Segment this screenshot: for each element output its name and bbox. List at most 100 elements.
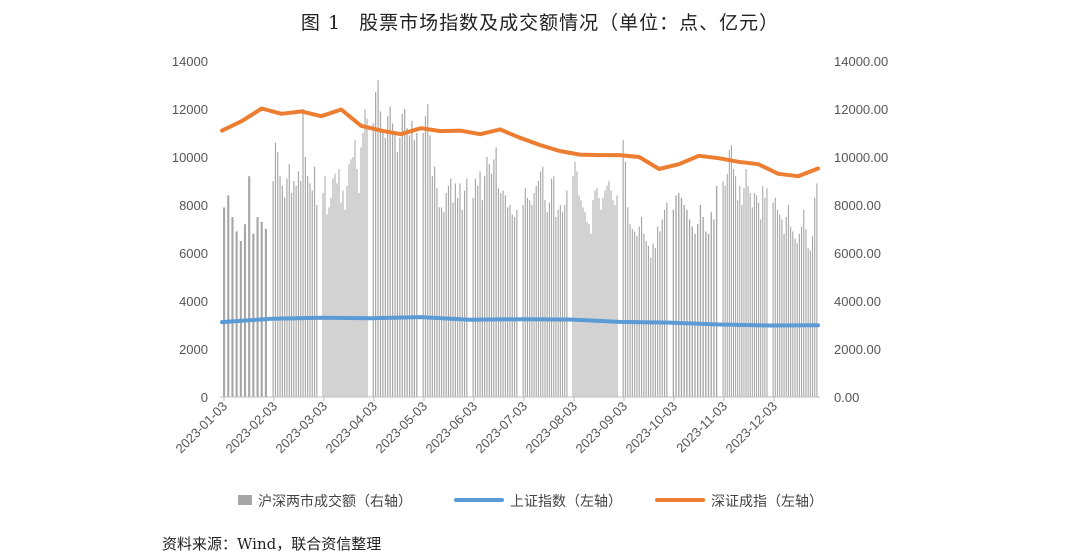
volume-bar <box>326 214 328 397</box>
volume-bar <box>223 207 226 397</box>
volume-bar <box>559 205 561 397</box>
left-axis-tick-label: 12000 <box>172 102 208 117</box>
volume-bar <box>816 183 818 397</box>
x-axis-tick-label: 2023-06-03 <box>422 399 480 457</box>
volume-bar <box>572 176 574 397</box>
volume-bar <box>479 171 481 397</box>
volume-bar <box>286 178 288 397</box>
volume-bar <box>753 193 755 397</box>
right-axis-tick-label: 14000.00 <box>834 54 888 69</box>
volume-bar <box>290 193 293 397</box>
volume-bar <box>427 104 429 397</box>
volume-bar <box>300 181 302 397</box>
volume-bar <box>697 224 699 397</box>
volume-bar <box>636 236 638 397</box>
volume-bar <box>509 205 511 397</box>
volume-bar <box>779 214 781 397</box>
volume-bar <box>422 133 424 397</box>
volume-bar <box>743 188 745 397</box>
volume-bar <box>739 185 741 397</box>
volume-bar <box>490 173 493 397</box>
volume-bar <box>416 133 418 397</box>
volume-bar <box>574 161 576 397</box>
volume-bar <box>340 202 342 397</box>
volume-bar <box>796 243 798 397</box>
volume-bar <box>726 173 728 397</box>
volume-bar <box>787 205 789 397</box>
volume-bar <box>751 207 753 397</box>
volume-bar <box>440 207 443 397</box>
volume-bar <box>324 176 326 397</box>
volume-bar <box>672 209 675 397</box>
volume-bar <box>511 214 513 397</box>
volume-bar <box>675 195 677 397</box>
volume-bar <box>297 171 300 397</box>
left-axis-tick-label: 8000 <box>179 198 208 213</box>
volume-bar <box>243 224 247 397</box>
volume-bar <box>645 241 647 397</box>
volume-bar <box>596 188 598 397</box>
x-axis-tick-label: 2023-07-03 <box>472 399 530 457</box>
index-lines <box>220 106 820 328</box>
volume-bar <box>348 164 350 397</box>
volume-bar <box>466 178 468 397</box>
volume-bar <box>663 209 666 397</box>
legend-volume-swatch <box>238 495 252 505</box>
volume-bar <box>540 171 542 397</box>
x-axis-tick-label: 2023-05-03 <box>372 399 430 457</box>
volume-bar <box>336 183 338 397</box>
volume-bar <box>627 207 629 397</box>
right-axis-tick-label: 4000.00 <box>834 294 881 309</box>
volume-bar <box>774 197 776 397</box>
volume-bar <box>598 197 600 397</box>
volume-bar <box>526 197 529 397</box>
volume-bar <box>497 188 500 397</box>
volume-bar <box>406 128 408 397</box>
x-axis-tick-label: 2023-09-03 <box>572 399 630 457</box>
volume-bar <box>277 152 279 397</box>
volume-bar <box>594 190 596 397</box>
volume-bar <box>758 202 760 397</box>
volume-bar <box>447 185 450 397</box>
volume-bar <box>578 195 580 397</box>
volume-bar <box>612 200 614 397</box>
volume-bar <box>650 257 652 397</box>
volume-bar <box>377 80 379 397</box>
volume-bar <box>699 205 702 397</box>
volume-bar <box>366 118 368 397</box>
volume-bar <box>790 226 792 397</box>
volume-bar <box>803 209 805 397</box>
legend-shanghai-label: 上证指数（左轴） <box>510 494 622 510</box>
volume-bar <box>542 166 544 397</box>
volume-bar <box>610 190 612 397</box>
volume-bar <box>307 176 309 397</box>
volume-bar <box>507 207 509 397</box>
volume-bar <box>730 145 732 397</box>
volume-bar <box>659 231 661 397</box>
volume-bar <box>694 233 696 397</box>
volume-bar <box>504 195 506 397</box>
x-axis-tick-label: 2023-01-03 <box>172 399 230 457</box>
volume-bar <box>561 212 564 397</box>
volume-bar <box>387 116 389 397</box>
legend: 沪深两市成交额（右轴） 上证指数（左轴） 深证成指（左轴） <box>238 493 823 510</box>
volume-bar <box>316 205 318 397</box>
volume-bar <box>401 113 403 398</box>
figure-title: 股票市场指数及成交额情况（单位：点、亿元） <box>359 12 780 34</box>
volume-bar <box>592 200 594 397</box>
volume-bar <box>811 236 814 397</box>
right-axis-tick-label: 8000.00 <box>834 198 881 213</box>
volume-bar <box>231 217 234 397</box>
volume-bar <box>472 197 474 397</box>
volume-bar <box>356 169 358 397</box>
volume-bar <box>710 212 712 397</box>
volume-bar <box>452 202 454 397</box>
volume-bar <box>606 185 608 397</box>
left-axis-tick-label: 14000 <box>172 54 208 69</box>
volume-bar <box>546 212 548 397</box>
volume-bar <box>614 205 616 397</box>
volume-bar <box>705 231 707 397</box>
volume-bar <box>248 176 251 397</box>
volume-bar <box>360 147 362 397</box>
volume-bar <box>344 209 346 397</box>
